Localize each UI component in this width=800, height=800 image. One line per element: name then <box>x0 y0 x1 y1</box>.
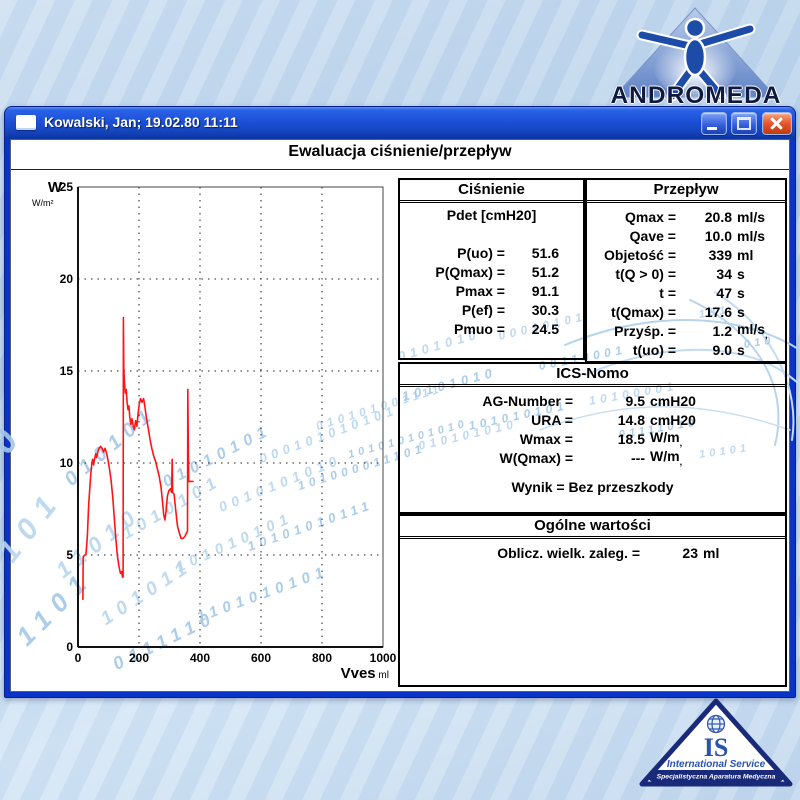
svg-text:0: 0 <box>66 640 73 654</box>
panel-row: Qave = 10.0 ml/s <box>629 227 766 244</box>
svg-text:600: 600 <box>251 651 271 665</box>
window-title: Kowalski, Jan; 19.02.80 11:11 <box>44 114 238 130</box>
panel-row: t(Qmax) = 17.6 s <box>611 303 745 320</box>
panel-row: Qmax = 20.8 ml/s <box>625 208 766 225</box>
panel-row: W(Qmax) = --- W/m, <box>499 448 683 467</box>
panel-przeplyw: Przepływ Qmax = 20.8 ml/s Qave = 10.0 ml/s Obj… <box>585 178 787 363</box>
svg-text:International Service: International Service <box>667 759 766 770</box>
panel-row: AG-Number = 9.5 cmH20 <box>482 392 696 409</box>
svg-text:20: 20 <box>60 272 74 286</box>
globe-icon <box>706 714 726 734</box>
panel-row: t(Q > 0) = 34 s <box>615 265 745 282</box>
svg-text:W: W <box>48 179 63 196</box>
close-button[interactable] <box>762 112 792 135</box>
svg-text:25: 25 <box>60 180 74 194</box>
maximize-button[interactable] <box>731 112 757 135</box>
panel-row: t = 47 s <box>659 284 745 301</box>
panel-cisnienie-title: Ciśnienie <box>400 180 583 203</box>
cisnienie-rows: P(uo) = 51.6 P(Qmax) = 51.2 Pmax = 91.1 P(ef) … <box>400 243 583 338</box>
andromeda-brand-text: ANDROMEDA <box>610 82 782 109</box>
minimize-button[interactable] <box>701 112 727 135</box>
panel-row: Pmax = 91.1 <box>455 282 559 299</box>
svg-text:W/m²: W/m² <box>32 198 54 208</box>
app-window: Kowalski, Jan; 19.02.80 11:11 <box>4 106 796 698</box>
panel-cisnienie: Ciśnienie Pdet [cmH20] P(uo) = 51.6 P(Qmax… <box>398 178 585 360</box>
page-title: Ewaluacja ciśnienie/przepływ <box>288 143 512 160</box>
panel-row: P(ef) = 30.3 <box>461 301 559 318</box>
title-divider <box>11 169 789 170</box>
is-monogram: IS <box>704 733 729 762</box>
panel-ogolne-title: Ogólne wartości <box>400 516 785 539</box>
panel-row: URA = 14.8 cmH20 <box>531 411 696 428</box>
panel-row: Oblicz. wielk. zaleg. = 23 ml <box>497 544 720 561</box>
przeplyw-rows: Qmax = 20.8 ml/s Qave = 10.0 ml/s Objetość = 33… <box>587 207 785 359</box>
panel-row: Pmuo = 24.5 <box>454 320 559 337</box>
international-service-logo-icon: IS International Service Specjalistyczna… <box>639 698 793 787</box>
svg-text:200: 200 <box>129 651 149 665</box>
panel-row: t(uo) = 9.0 s <box>632 341 745 358</box>
panel-row: P(Qmax) = 51.2 <box>435 263 559 280</box>
ics-rows: AG-Number = 9.5 cmH20 URA = 14.8 cmH20 Wmax = 1… <box>400 391 785 468</box>
svg-text:Vves ml: Vves ml <box>341 665 389 682</box>
panel-row: Przyśp. = 1.2 ml/s, <box>614 321 768 340</box>
window-icon <box>16 115 36 130</box>
panel-row: P(uo) = 51.6 <box>457 244 559 261</box>
svg-text:400: 400 <box>190 651 210 665</box>
andromeda-logo-icon <box>612 7 778 102</box>
pressure-flow-chart: 0 5 10 15 20 25 0 200 400 600 800 1000 W W/m² Vves ml <box>32 179 397 682</box>
pdet-subtitle: Pdet [cmH20] <box>446 207 537 223</box>
svg-text:10: 10 <box>60 456 74 470</box>
panel-przeplyw-title: Przepływ <box>587 180 785 203</box>
svg-text:Specjalistyczna Aparatura Medy: Specjalistyczna Aparatura Medyczna <box>657 774 776 781</box>
panel-ogolne-wartosci: Ogólne wartości Oblicz. wielk. zaleg. = 2… <box>398 514 787 687</box>
svg-text:0: 0 <box>75 651 82 665</box>
window-titlebar[interactable]: Kowalski, Jan; 19.02.80 11:11 <box>5 107 795 139</box>
svg-text:5: 5 <box>66 548 73 562</box>
panel-ics-nomo: ICS-Nomo AG-Number = 9.5 cmH20 URA = 14.8 cmH… <box>398 362 787 514</box>
ics-result: Wynik = Bez przeszkody <box>511 479 674 495</box>
svg-text:1000: 1000 <box>370 651 397 665</box>
panel-ics-title: ICS-Nomo <box>400 364 785 387</box>
svg-text:15: 15 <box>60 364 74 378</box>
ogolne-rows: Oblicz. wielk. zaleg. = 23 ml <box>400 543 785 562</box>
vitruvian-figure-icon <box>636 17 756 102</box>
panel-row: Objetość = 339 ml <box>604 246 754 263</box>
panel-row: Wmax = 18.5 W/m, <box>519 429 683 448</box>
svg-text:800: 800 <box>312 651 332 665</box>
